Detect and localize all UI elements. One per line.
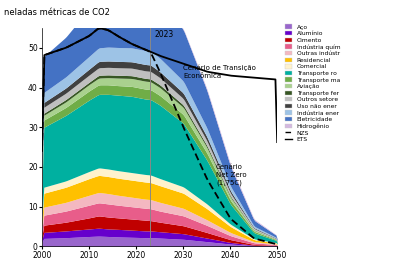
Text: Cenário
Net Zero
(1,75C): Cenário Net Zero (1,75C): [216, 164, 247, 186]
Legend: Aço, Alumínio, Cimento, Indústria quím, Outras indústr, Residencial, Comercial, : Aço, Alumínio, Cimento, Indústria quím, …: [285, 24, 341, 142]
Text: 2023: 2023: [155, 30, 174, 39]
Text: neladas métricas de CO2: neladas métricas de CO2: [4, 8, 110, 17]
Text: Cenário de Transição
Econômica: Cenário de Transição Econômica: [183, 65, 256, 79]
